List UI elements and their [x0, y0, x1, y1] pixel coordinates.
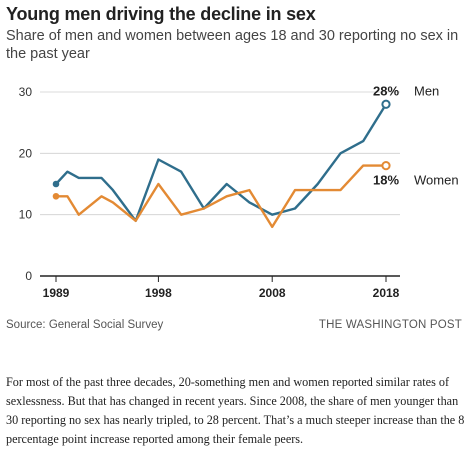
series-name-label-men: Men: [414, 83, 439, 98]
end-point-men: [381, 99, 391, 109]
chart-subtitle: Share of men and women between ages 18 a…: [6, 28, 459, 62]
end-value-label-men: 28%: [373, 83, 399, 98]
article-paragraph: For most of the past three decades, 20-s…: [6, 375, 465, 446]
series: [52, 99, 391, 229]
end-value-label-women: 18%: [373, 173, 399, 188]
grid: [40, 91, 400, 216]
y-tick-label-20: 20: [19, 146, 33, 160]
x-tick-label-1998: 1998: [145, 286, 172, 300]
chart-title: Young men driving the decline in sex: [6, 4, 316, 24]
series-line-men: [54, 103, 388, 223]
x-tick-label-1989: 1989: [43, 286, 70, 300]
start-point-men: [52, 180, 60, 188]
x-tick-label-2018: 2018: [373, 286, 400, 300]
line-chart: 0 10 20 30 1989 1998 2008 2018 28% Men 18% Women: [19, 83, 459, 300]
y-tick-label-0: 0: [25, 269, 32, 283]
end-point-women: [381, 161, 391, 171]
series-name-label-women: Women: [414, 173, 459, 188]
publisher-credit: THE WASHINGTON POST: [318, 319, 462, 331]
x-tick-label-2008: 2008: [259, 286, 286, 300]
y-tick-label-30: 30: [19, 85, 33, 99]
start-point-women: [52, 192, 60, 200]
series-line-women: [54, 164, 388, 229]
axes: 0 10 20 30 1989 1998 2008 2018: [19, 85, 400, 300]
labels: 28% Men 18% Women: [373, 83, 459, 187]
source-note: Source: General Social Survey: [6, 319, 164, 331]
y-tick-label-10: 10: [19, 208, 33, 222]
